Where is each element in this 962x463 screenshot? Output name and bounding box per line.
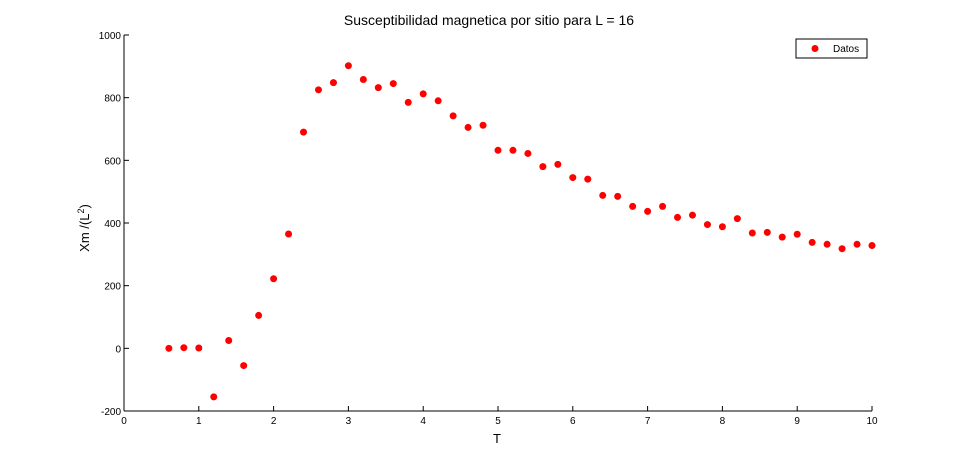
data-point [674,213,682,221]
axes [123,35,872,412]
x-tick-label: 3 [346,416,352,427]
data-point [733,215,741,223]
y-tick-label: 400 [104,219,121,230]
data-points [165,62,876,401]
y-axis-label-suffix: ) [77,204,92,208]
data-point [823,240,831,248]
data-point [419,90,427,98]
data-point [554,160,562,168]
legend-box [795,38,868,59]
data-point [718,223,726,231]
data-point [300,128,308,136]
legend: Datos [795,38,868,59]
data-point [808,238,816,246]
data-point [494,146,502,154]
x-tick-label: 1 [196,416,202,427]
x-tick-label: 6 [570,416,576,427]
x-tick-label: 2 [271,416,277,427]
data-point [614,192,622,200]
data-point [404,98,412,106]
data-point [644,207,652,215]
data-point [584,175,592,183]
data-point [868,242,876,250]
data-point [329,79,337,87]
data-point [434,97,442,105]
y-tick-label: 200 [104,282,121,293]
data-point [195,344,203,352]
data-point [210,393,218,401]
y-tick-label: 600 [104,156,121,167]
data-point [763,228,771,236]
data-point [539,163,547,171]
x-tick-label: 8 [720,416,726,427]
data-point [524,149,532,157]
data-point [449,112,457,120]
data-point [629,202,637,210]
data-point [748,229,756,237]
data-point [389,80,397,88]
data-point [569,174,577,182]
data-point [314,86,322,94]
data-point [225,337,233,344]
data-point [778,233,786,241]
data-point [688,211,696,219]
x-axis-label: T [493,431,501,446]
x-tick-label: 4 [420,416,426,427]
data-point [285,230,293,238]
data-point [255,311,263,319]
x-tick-label: 9 [794,416,800,427]
data-point [703,221,711,229]
data-point [479,121,487,129]
data-point [240,362,248,370]
data-point [659,202,667,210]
data-point [599,191,607,199]
y-tick-label: -200 [101,407,121,418]
x-ticks: 0 1 2 3 4 5 6 7 8 9 10 [121,406,878,427]
data-point [270,275,278,283]
data-point [509,146,517,154]
y-tick-label: 1000 [99,31,122,42]
x-tick-label: 0 [121,416,127,427]
chart-title: Susceptibilidad magnetica por sitio para… [344,12,634,28]
legend-label: Datos [833,44,859,55]
data-point [180,344,188,352]
data-point [359,75,367,83]
data-point [853,240,861,248]
x-tick-label: 7 [645,416,651,427]
data-point [793,230,801,238]
y-ticks: -200 0 200 400 600 800 1000 [99,31,129,418]
y-axis-label-prefix: Xm /(L [77,214,92,252]
data-point [165,344,173,352]
x-tick-label: 5 [495,416,501,427]
data-point [344,62,352,70]
data-point [838,245,846,253]
y-tick-label: 0 [115,344,121,355]
data-point [374,84,382,92]
y-axis-label: Xm /(L2) [76,204,92,252]
legend-marker [811,45,819,52]
data-point [464,123,472,131]
y-axis-label-exponent: 2 [76,209,86,214]
x-tick-label: 10 [866,416,878,427]
y-tick-label: 800 [104,94,121,105]
